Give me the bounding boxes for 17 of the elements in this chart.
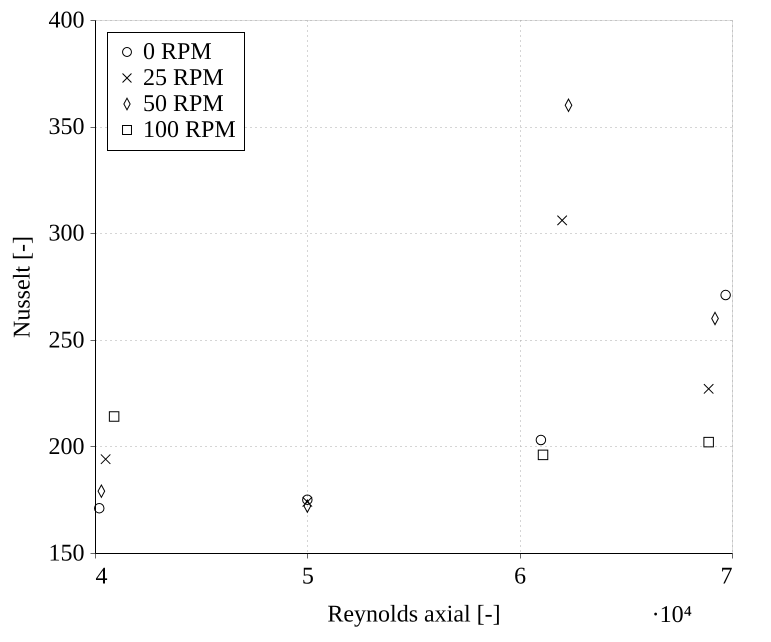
x-tick-label: 5 [302,564,314,590]
y-tick-label: 250 [48,327,84,354]
text: ·10⁴ [652,602,692,628]
legend-label: 0 RPM [143,39,212,65]
x-tick-label: 6 [514,564,526,590]
legend-label: 50 RPM [143,91,224,117]
x-tick-label: 4 [96,564,108,590]
y-tick-label: 200 [48,434,84,460]
x-tick-label: 7 [720,564,732,590]
y-tick-label: 150 [48,540,84,566]
x-axis-title: Reynolds axial [-] [327,602,501,628]
legend-label: 25 RPM [143,65,224,91]
y-tick-label: 350 [48,114,84,140]
legend-label: 100 RPM [143,117,236,143]
y-axis-title: Nusselt [-] [10,236,36,338]
y-tick-label: 400 [48,8,84,34]
y-tick-label: 300 [48,220,84,247]
